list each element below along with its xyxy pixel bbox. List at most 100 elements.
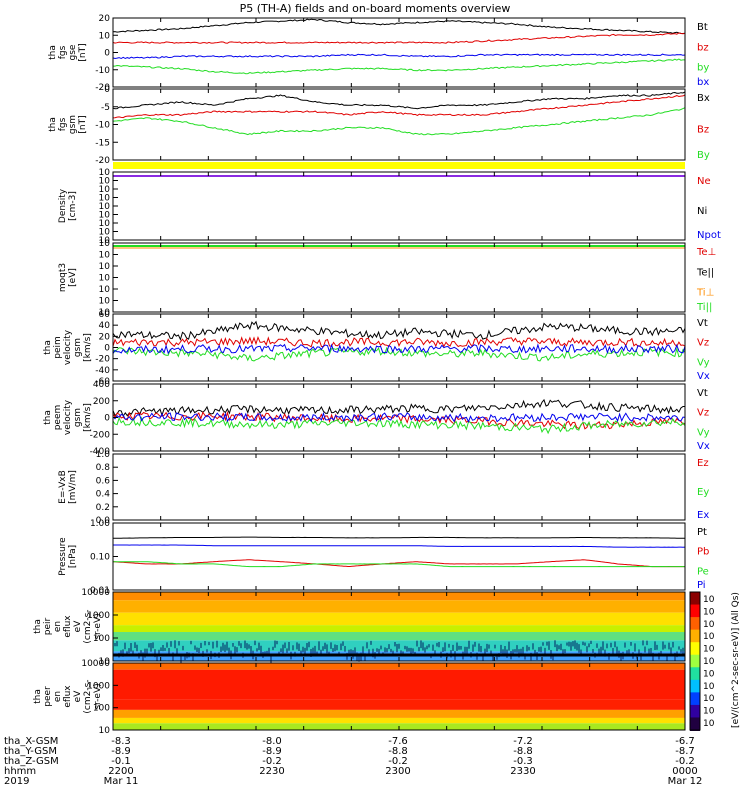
y-tick-label: 10 [99,726,111,736]
y-tick-label: 10 [99,239,111,249]
xaxis-value: -8.8 [513,746,533,757]
legend-Pb: Pb [697,547,709,558]
xaxis-row-label: 2019 [4,776,29,787]
legend-Ne: Ne [697,176,711,187]
y-tick-label: 10 [99,251,111,261]
y-axis-label: peir [43,617,53,635]
y-tick-label: 10 [99,657,111,667]
panel-fgs_gsm [112,88,686,161]
y-tick-label: -400 [90,447,111,457]
colorbar-segment [690,642,700,656]
y-tick-label: 1000 [87,681,110,691]
y-tick-label: -60 [95,377,110,387]
legend-Npot: Npot [697,230,721,241]
panel-frame [112,522,686,591]
y-axis-label: gsm [68,115,78,134]
y-axis-label: [nT] [78,115,88,133]
y-tick-label: 400 [93,380,110,390]
panel-pressure [112,522,686,591]
legend-By: By [697,150,710,161]
y-tick-label: 10 [99,308,111,318]
y-tick-label: 0.0 [96,516,111,526]
colorbar-segment [690,679,700,694]
colorbar-tick-label: 10 [703,607,715,617]
y-tick-label: 200 [93,397,110,407]
y-axis-label: [km/s] [83,333,93,362]
legend-Ez: Ez [697,458,709,469]
y-tick-label: 10 [99,31,111,41]
y-axis-label: tha [48,45,58,60]
xaxis-value: 2200 [108,766,133,777]
colorbar-segment [690,617,700,631]
xaxis-value: -7.2 [513,736,533,747]
xaxis-value: -0.2 [388,756,408,767]
y-axis-label: sr-eV) [93,613,103,639]
series-line-Pi [113,544,686,548]
legend-Bz: Bz [697,125,709,136]
y-tick-label: 10 [99,274,111,284]
legend-Ey: Ey [697,487,709,498]
y-tick-label: 10 [99,297,111,307]
y-axis-label: [km/s] [83,403,93,432]
spectrogram-band [113,669,685,700]
colorbar-tick-label: 10 [703,595,715,605]
y-tick-label: -5 [101,103,110,113]
colorbar-segment [690,604,700,619]
xaxis-row-label: tha_Y-GSM [4,746,57,757]
series-line-Vz [112,335,686,348]
legend-Pi: Pi [697,580,706,591]
colorbar-tick-label: 10 [703,719,715,729]
xaxis-row-label: tha_Z-GSM [4,756,59,767]
xaxis-value: -0.2 [262,756,282,767]
panel-density [112,171,686,241]
y-axis-label: Pressure [58,537,68,576]
y-axis-label: velocity [63,399,73,435]
y-tick-label: 0.01 [90,586,110,596]
legend-Te⊥: Te⊥ [696,247,716,258]
y-axis-label: peim [53,336,63,359]
y-axis-label: peer [43,686,53,707]
panel-frame [112,17,686,88]
y-axis-label: velocity [63,329,73,365]
y-axis-label: tha [33,689,43,704]
y-tick-label: 10 [99,219,111,229]
series-line-Bt [112,18,686,35]
y-tick-label: 1000 [87,611,110,621]
legend-Bx: Bx [697,93,710,104]
y-tick-label: -20 [95,156,110,166]
series-line-Bz [112,94,686,119]
y-tick-label: 0 [104,85,110,95]
spectrogram-band [113,717,685,724]
series-line-Vx [112,343,686,355]
colorbar-tick-label: 10 [703,620,715,630]
y-axis-label: eV [73,690,83,703]
y-axis-label: eflux [63,615,73,638]
y-tick-label: 1.0 [96,450,111,460]
colorbar-segment [690,667,700,681]
legend-Vz: Vz [697,408,709,419]
y-tick-label: 10000 [81,659,110,669]
xaxis-value: -8.7 [675,746,695,757]
y-axis-label: E=-VxB [58,470,68,504]
series-line-By [112,107,686,136]
y-tick-label: 10 [99,168,111,178]
legend-Ex: Ex [697,510,709,521]
legend-Vx: Vx [697,371,710,382]
y-axis-label: moqt3 [58,263,68,292]
series-line-Pe [113,561,685,568]
y-tick-label: 10 [99,211,111,221]
yellow-flag-strip [113,162,685,169]
legend-Vt: Vt [697,388,708,399]
y-axis-label: [eV] [68,268,78,287]
y-axis-label: Density [58,188,68,223]
spectrogram-band [113,699,685,710]
panel-efield [112,453,686,521]
y-axis-label: fgs [58,117,68,131]
spectrogram-band [113,709,685,718]
colorbar-segment [690,592,700,606]
y-tick-label: -10 [95,66,110,76]
chart-title: P5 (TH-A) fields and on-board moments ov… [239,2,511,15]
legend-Vt: Vt [697,318,708,329]
xaxis-value: -8.8 [388,746,408,757]
panel-frame [112,171,686,241]
